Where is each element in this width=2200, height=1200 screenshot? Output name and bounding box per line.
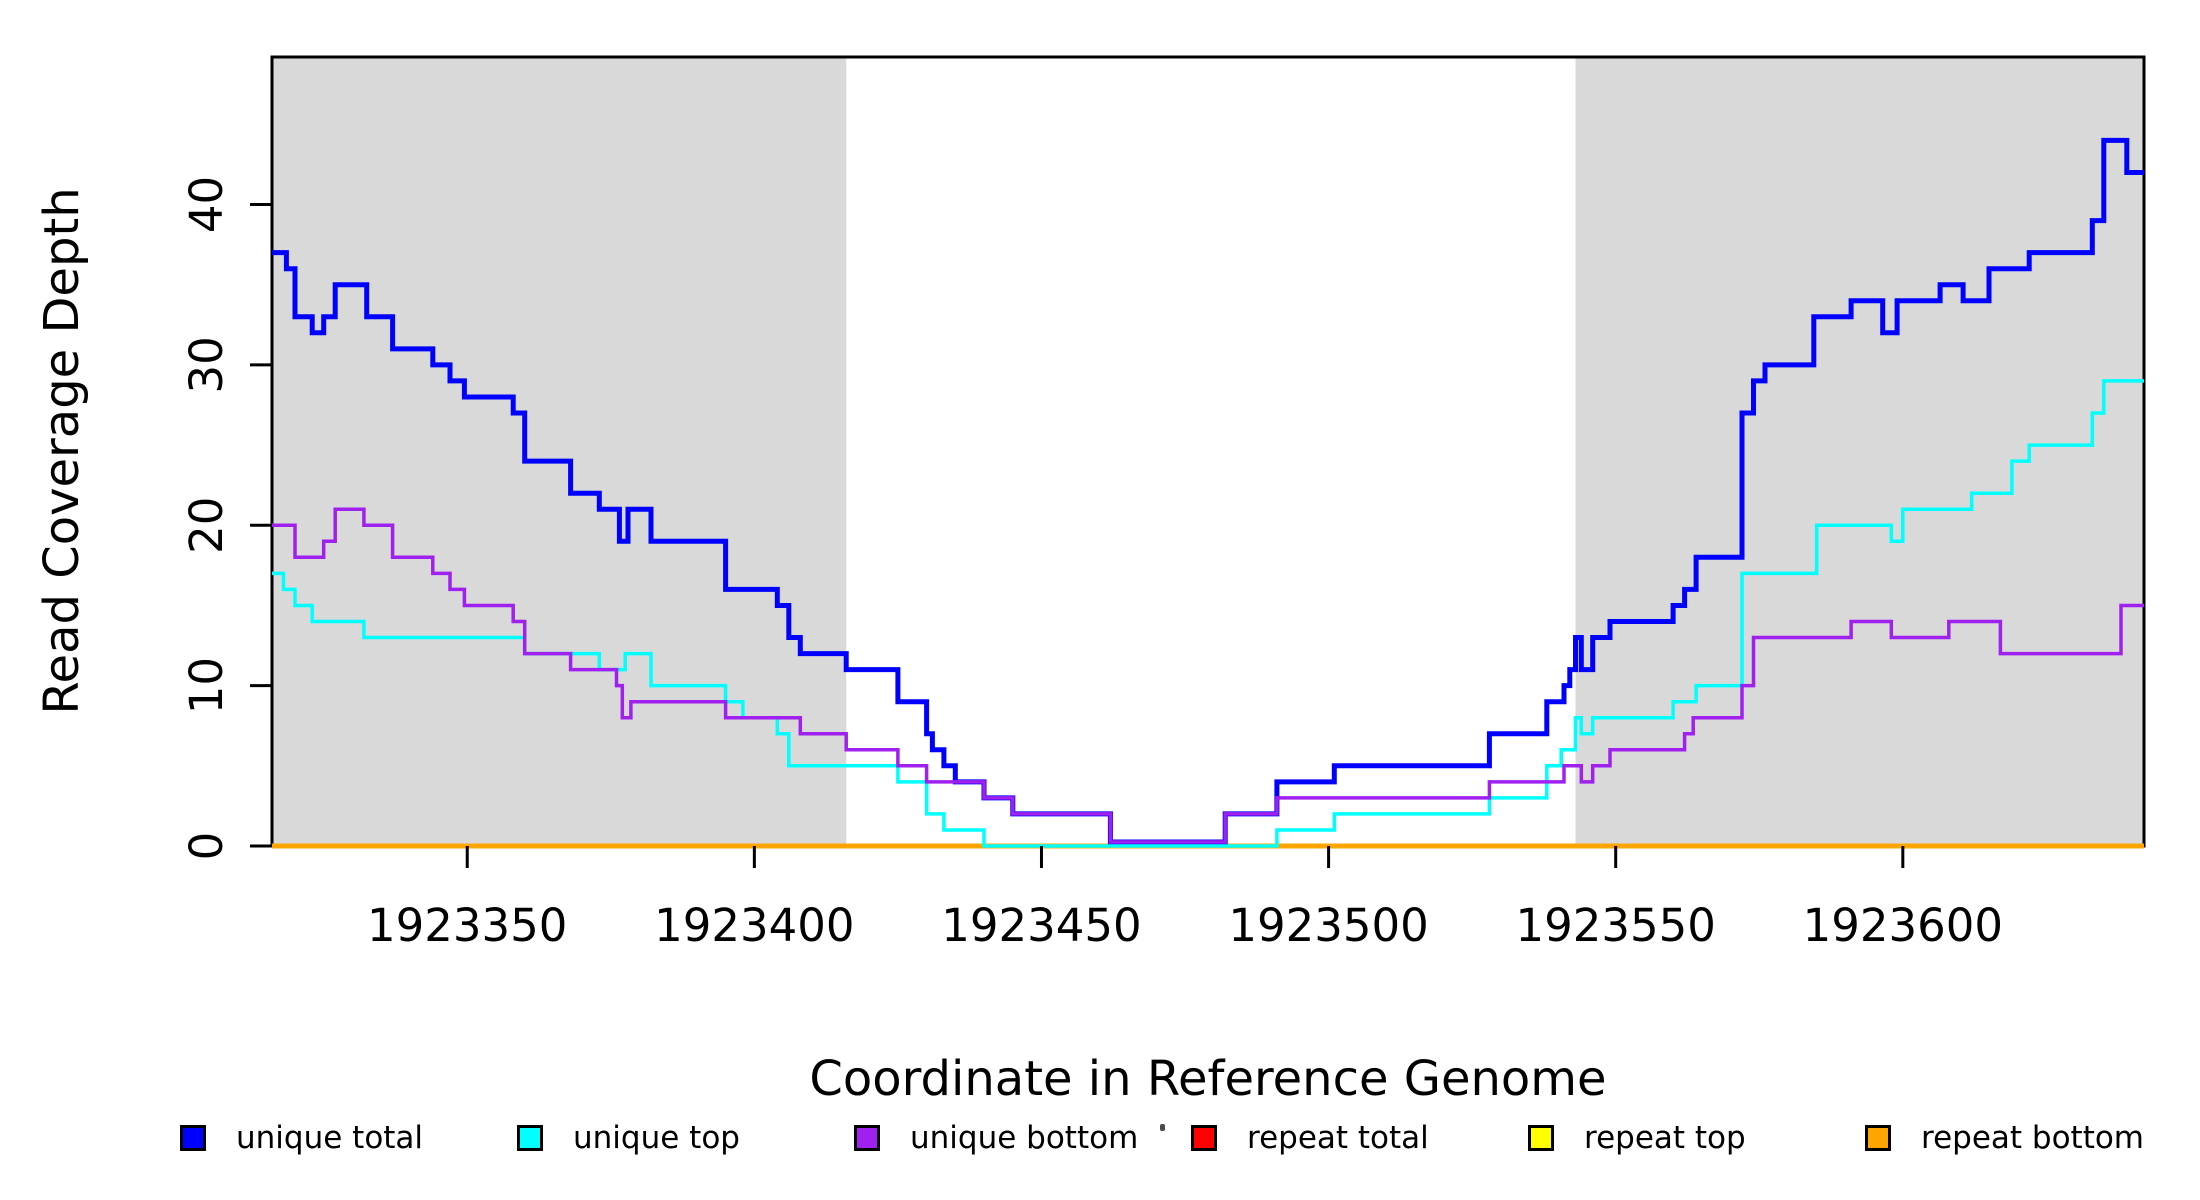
legend-swatch bbox=[1191, 1125, 1217, 1151]
highlight-bands bbox=[272, 57, 2144, 846]
legend-swatch bbox=[854, 1125, 880, 1151]
legend-label: unique top bbox=[573, 1120, 740, 1156]
legend-swatch bbox=[1528, 1125, 1554, 1151]
y-tick-label: 30 bbox=[180, 336, 233, 393]
legend-label: unique total bbox=[236, 1120, 424, 1156]
legend-entry-repeat-top: repeat top bbox=[1528, 1118, 1746, 1158]
shaded-region-left bbox=[272, 57, 847, 846]
legend-entry-unique-top: unique top bbox=[517, 1118, 740, 1158]
legend-swatch bbox=[517, 1125, 543, 1151]
y-tick-label: 0 bbox=[180, 832, 233, 861]
axes: 1923350 1923400 1923450 1923500 1923550 19236… bbox=[180, 176, 2003, 952]
y-tick-label: 10 bbox=[180, 657, 233, 714]
x-tick-label: 1923600 bbox=[1803, 899, 2003, 952]
series-lines bbox=[272, 137, 2144, 849]
legend-entry-repeat-total: repeat total bbox=[1191, 1118, 1429, 1158]
legend: unique total unique top unique bottom repea… bbox=[0, 1118, 2200, 1164]
legend-label: repeat total bbox=[1247, 1120, 1429, 1156]
y-axis-title: Read Coverage Depth bbox=[34, 187, 90, 714]
y-tick-label: 40 bbox=[180, 176, 233, 233]
legend-entry-unique-bottom: unique bottom bbox=[854, 1118, 1138, 1158]
x-tick-label: 1923550 bbox=[1515, 899, 1715, 952]
x-tick-label: 1923450 bbox=[941, 899, 1141, 952]
shaded-region-right bbox=[1575, 57, 2144, 846]
x-tick-label: 1923350 bbox=[367, 899, 567, 952]
legend-entry-unique-total: unique total bbox=[180, 1118, 423, 1158]
y-tick-label: 20 bbox=[180, 497, 233, 554]
x-tick-label: 1923400 bbox=[654, 899, 854, 952]
legend-entry-repeat-bottom: repeat bottom bbox=[1865, 1118, 2144, 1158]
legend-swatch bbox=[180, 1125, 206, 1151]
series-unique-bottom bbox=[272, 507, 2144, 844]
x-tick-label: 1923500 bbox=[1228, 899, 1428, 952]
series-unique-top bbox=[272, 379, 2144, 848]
x-axis-title: Coordinate in Reference Genome bbox=[809, 1051, 1606, 1107]
legend-label: repeat bottom bbox=[1921, 1120, 2145, 1156]
legend-label: unique bottom bbox=[910, 1120, 1139, 1156]
legend-label: repeat top bbox=[1584, 1120, 1746, 1156]
stray-dot-artifact bbox=[1160, 1124, 1165, 1131]
legend-swatch bbox=[1865, 1125, 1891, 1151]
